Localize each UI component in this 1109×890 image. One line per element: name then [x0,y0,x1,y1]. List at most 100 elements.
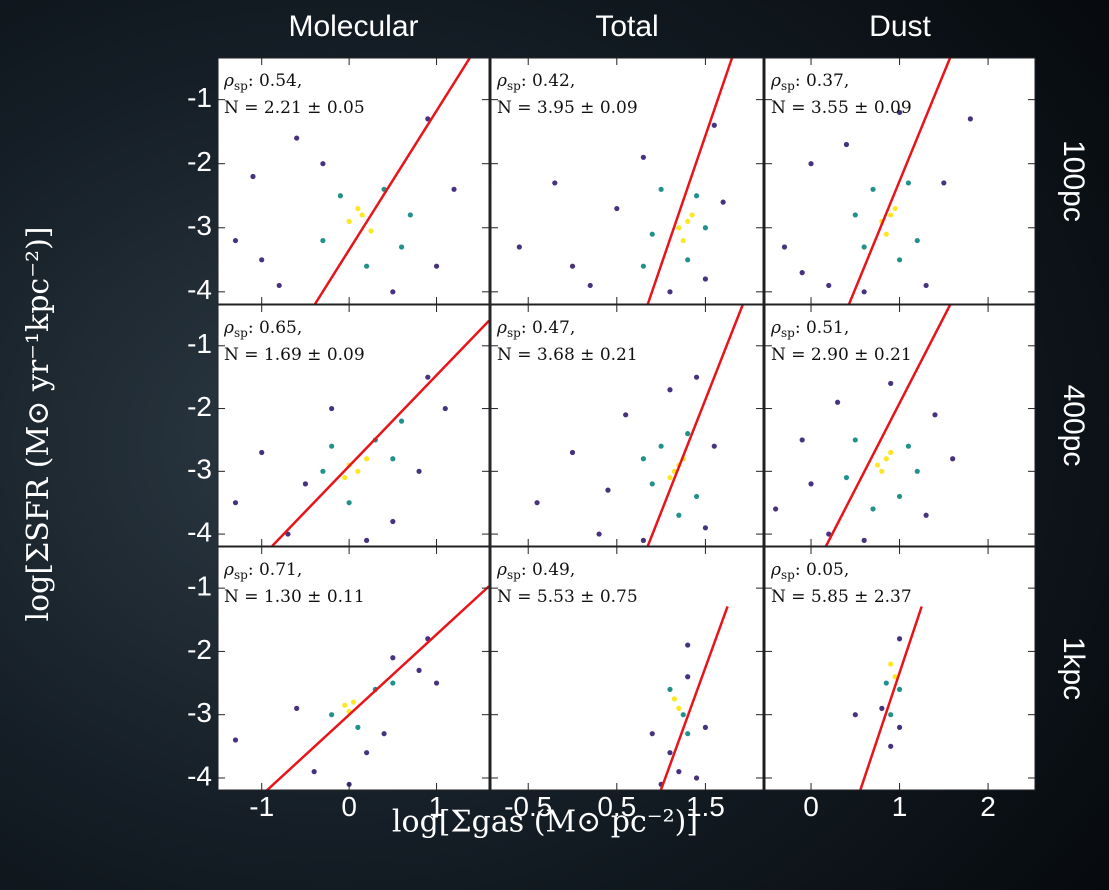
scatter-point [649,731,655,737]
scatter-point [640,263,646,269]
scatter-point [852,712,858,718]
scatter-point [711,443,717,449]
panel-frame [490,57,764,305]
scatter-point [337,193,343,199]
scatter-point [355,724,361,730]
rho-value: : 0.71, [248,560,302,580]
scatter-point [250,173,256,180]
scatter-point [914,237,920,244]
rho-symbol: ρ [223,560,234,580]
scatter-point [914,468,920,474]
panel-background [491,305,763,546]
scatter-point [888,449,894,456]
panel: ρsp: 0.47, N = 3.68 ± 0.21 [490,304,764,547]
x-tick-label: 0 [803,791,819,822]
scatter-point [888,743,894,749]
y-tick-label: -4 [187,516,212,547]
scatter-point [896,724,903,730]
fit-line [265,585,489,790]
n-annotation: N = 3.68 ± 0.21 [497,345,638,365]
scatter-point [433,680,440,686]
fit-line [313,58,471,304]
rho-symbol: ρ [496,560,507,580]
scatter-point [685,431,691,437]
panel: ρsp: 0.65, N = 1.69 ± 0.09 [217,304,490,547]
scatter-point [342,474,348,481]
n-annotation: N = 1.30 ± 0.11 [224,587,365,607]
y-tick-label: -2 [187,391,212,422]
n-annotation: N = 2.90 ± 0.21 [771,345,912,365]
scatter-point [569,449,576,456]
x-tick-label: 2 [980,791,996,822]
scatter-point [667,474,673,481]
rho-symbol: ρ [770,560,781,580]
scatter-point [407,212,413,218]
scatter-point [667,387,673,393]
rho-value: : 0.42, [521,71,575,91]
scatter-point [883,456,889,462]
scatter-point [693,493,700,500]
scatter-point [702,724,709,730]
scatter-point [596,531,602,537]
scatter-point [923,512,929,518]
n-annotation: N = 1.69 ± 0.09 [224,345,365,365]
scatter-point [381,731,387,737]
scatter-point [516,244,522,250]
scatter-point [640,154,646,160]
scatter-point [967,116,973,122]
rho-annotation: ρsp: 0.47, [496,318,575,340]
rho-annotation: ρsp: 0.42, [496,71,575,93]
scatter-point [870,506,876,512]
y-tick-label: -1 [187,82,212,113]
scatter-point [346,218,352,224]
row-title: 100pc [1057,140,1090,222]
scatter-point [649,481,655,487]
scatter-point [587,282,593,289]
scatter-point [852,437,858,443]
panel-background [491,547,763,790]
panel-background [218,547,489,790]
scatter-point [671,696,678,702]
scatter-point [799,437,805,443]
panel: ρsp: 0.51, N = 2.90 ± 0.21 [764,304,1036,547]
scatter-point [658,186,664,192]
scatter-point [390,680,396,686]
panel-plot [232,319,489,546]
scatter-point [896,109,903,116]
scatter-point [390,289,396,295]
scatter-point [879,468,885,474]
scatter-point [892,674,898,680]
scatter-point [355,468,361,474]
scatter-point [346,500,352,506]
row-title: 400pc [1057,385,1090,467]
scatter-point [896,493,903,500]
scatter-point [874,462,881,468]
scatter-point [623,412,629,418]
scatter-point [702,276,709,282]
fit-line [847,58,952,304]
scatter-point [702,525,709,531]
y-tick-label: -1 [187,328,212,359]
rho-subscript: sp [507,568,521,582]
scatter-point [390,655,396,661]
rho-annotation: ρsp: 0.05, [770,560,849,582]
panel: ρsp: 0.49, N = 5.53 ± 0.75 [490,546,764,791]
scatter-point [826,282,832,289]
scatter-point [605,487,611,493]
scatter-point [702,225,709,231]
scatter-point [311,769,317,775]
scatter-point [888,212,894,218]
rho-annotation: ρsp: 0.49, [496,560,575,582]
y-tick-label: -1 [187,571,212,602]
panel-plot [649,606,729,790]
scatter-point [941,180,947,186]
scatter-point [720,199,726,205]
scatter-point [676,512,682,518]
scatter-point [808,161,814,167]
x-tick-label: 1 [892,791,908,822]
x-tick-label: -0.5 [504,791,552,822]
scatter-point [888,661,894,667]
scatter-point [932,412,938,418]
scatter-point [888,712,894,718]
scatter-point [892,205,898,212]
